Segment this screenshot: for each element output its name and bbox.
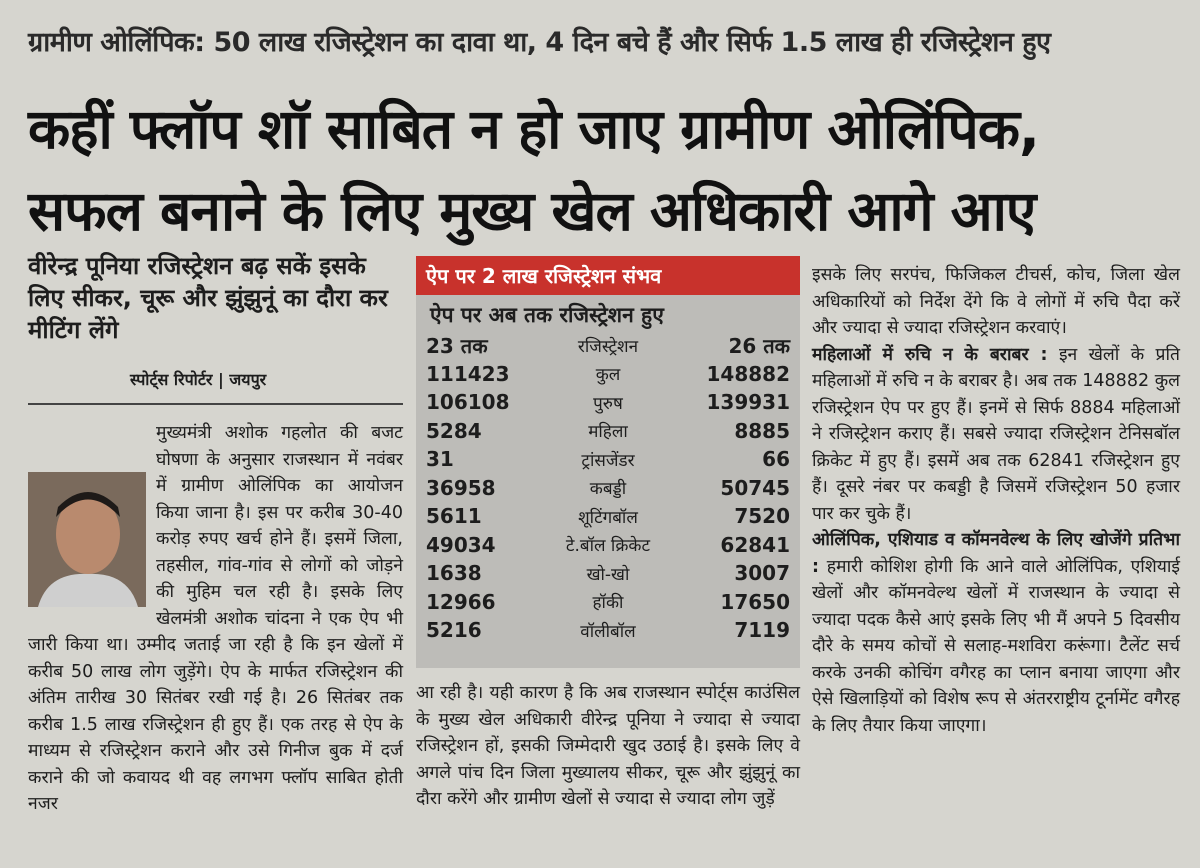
table-cell: 5284: [426, 418, 482, 443]
table-row: 12966 हॉकी 17650: [416, 588, 800, 617]
data-box: ऐप पर 2 लाख रजिस्ट्रेशन संभव ऐप पर अब तक…: [416, 256, 800, 668]
table-cell: शूटिंगबॉल: [578, 507, 638, 528]
table-cell: महिला: [588, 422, 628, 443]
table-cell: टे.बॉल क्रिकेट: [565, 536, 651, 557]
table-header: 23 तक रजिस्ट्रेशन 26 तक: [416, 331, 800, 360]
column-header: 23 तक: [426, 333, 488, 358]
headline: कहीं फ्लॉप शॉ साबित न हो जाए ग्रामीण ओलि…: [28, 97, 1040, 161]
table-cell: 139931: [706, 390, 791, 415]
rule: [28, 403, 403, 405]
table-cell: 106108: [426, 390, 510, 415]
table-cell: 8885: [734, 418, 790, 443]
subheadline: वीरेन्द्र पूनिया रजिस्ट्रेशन बढ़ सकें इस…: [28, 252, 388, 344]
paragraph-lead: महिलाओं में रुचि न के बराबर :: [812, 344, 1048, 365]
headline: सफल बनाने के लिए मुख्य खेल अधिकारी आगे आ…: [28, 179, 1036, 243]
table-cell: 7520: [734, 504, 790, 529]
paragraph: इसके लिए सरपंच, फिजिकल टीचर्स, कोच, जिला…: [812, 262, 1180, 342]
paragraph: ओलिंपिक, एशियाड व कॉमनवेल्थ के लिए खोजें…: [812, 527, 1180, 739]
table-row: 36958 कबड्डी 50745: [416, 474, 800, 503]
table-row: 111423 कुल 148882: [416, 360, 800, 389]
table-cell: 111423: [426, 361, 510, 386]
portrait: [28, 472, 146, 607]
table-cell: 31: [426, 447, 454, 472]
table-cell: 12966: [426, 589, 496, 614]
column: इसके लिए सरपंच, फिजिकल टीचर्स, कोच, जिला…: [812, 262, 1180, 739]
paragraph: महिलाओं में रुचि न के बराबर : इन खेलों क…: [812, 342, 1180, 528]
table-cell: 66: [762, 447, 790, 472]
table-row: 31 ट्रांसजेंडर 66: [416, 445, 800, 474]
table-row: 5216 वॉलीबॉल 7119: [416, 616, 800, 645]
paragraph-text: हमारी कोशिश होगी कि आने वाले ओलिंपिक, एश…: [812, 556, 1180, 736]
column: मुख्यमंत्री अशोक गहलोत की बजट घोषणा के अ…: [28, 420, 403, 818]
table-cell: 3007: [734, 561, 790, 586]
table-row: 1638 खो-खो 3007: [416, 559, 800, 588]
box-title: ऐप पर 2 लाख रजिस्ट्रेशन संभव: [416, 256, 800, 295]
table-cell: वॉलीबॉल: [580, 621, 636, 642]
table-cell: पुरुष: [593, 393, 623, 414]
paragraph-text: इसके लिए सरपंच, फिजिकल टीचर्स, कोच, जिला…: [812, 265, 1180, 338]
table-cell: 7119: [734, 618, 790, 643]
table-cell: खो-खो: [586, 564, 630, 585]
table-cell: 17650: [720, 589, 790, 614]
table-row: 5284 महिला 8885: [416, 417, 800, 446]
table-cell: 49034: [426, 532, 496, 557]
table-cell: 50745: [720, 475, 790, 500]
table-cell: ट्रांसजेंडर: [581, 450, 635, 471]
paragraph-lead: ओलिंपिक, एशियाड व कॉमनवेल्थ के लिए खोजें…: [812, 530, 1180, 577]
table-cell: कुल: [595, 365, 621, 386]
table-cell: 148882: [706, 361, 791, 386]
box-subtitle: ऐप पर अब तक रजिस्ट्रेशन हुए: [430, 303, 664, 327]
photo: [28, 472, 146, 607]
table-row: 106108 पुरुष 139931: [416, 388, 800, 417]
table-cell: 5216: [426, 618, 482, 643]
table-cell: 5611: [426, 504, 482, 529]
paragraph: आ रही है। यही कारण है कि अब राजस्थान स्प…: [416, 683, 800, 809]
table-cell: हॉकी: [592, 593, 624, 614]
kicker: ग्रामीण ओलिंपिक: 50 लाख रजिस्ट्रेशन का द…: [28, 27, 1051, 58]
paragraph: मुख्यमंत्री अशोक गहलोत की बजट घोषणा के अ…: [28, 423, 403, 814]
column-header: 26 तक: [728, 333, 790, 358]
table-cell: 36958: [426, 475, 496, 500]
paragraph-text: इन खेलों के प्रति महिलाओं में रुचि न के …: [812, 344, 1180, 524]
table-row: 49034 टे.बॉल क्रिकेट 62841: [416, 531, 800, 560]
table-cell: कबड्डी: [589, 479, 627, 500]
table-cell: 62841: [720, 532, 790, 557]
byline: स्पोर्ट्स रिपोर्टर | जयपुर: [130, 370, 267, 389]
table-row: 5611 शूटिंगबॉल 7520: [416, 502, 800, 531]
column-header: रजिस्ट्रेशन: [577, 336, 639, 357]
table: 23 तक रजिस्ट्रेशन 26 तक 111423 कुल 148882 1…: [416, 331, 800, 645]
table-cell: 1638: [426, 561, 482, 586]
